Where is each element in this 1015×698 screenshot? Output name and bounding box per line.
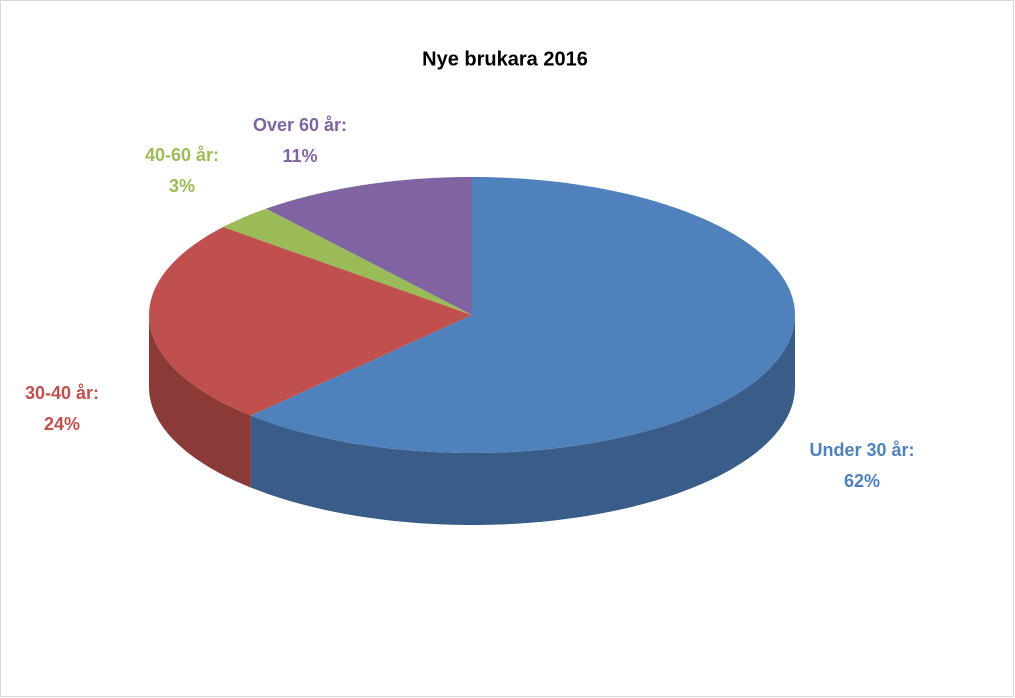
pie-slice: [223, 208, 472, 315]
pie-side: [250, 315, 795, 525]
pie-slice: [250, 177, 795, 453]
pie-slice: [149, 227, 472, 416]
slice-value-label: 3%: [169, 176, 195, 196]
pie-side: [149, 315, 251, 488]
slice-value-label: 11%: [282, 146, 317, 166]
slice-label: Under 30 år:: [809, 440, 914, 460]
slice-value-label: 24%: [44, 414, 80, 434]
chart-title: Nye brukara 2016: [422, 48, 588, 70]
slice-value-label: 62%: [844, 471, 880, 491]
slice-label: 40-60 år:: [145, 145, 219, 165]
slice-label: 30-40 år:: [25, 383, 99, 403]
slice-label: Over 60 år:: [253, 115, 347, 135]
pie-slice: [266, 177, 472, 315]
